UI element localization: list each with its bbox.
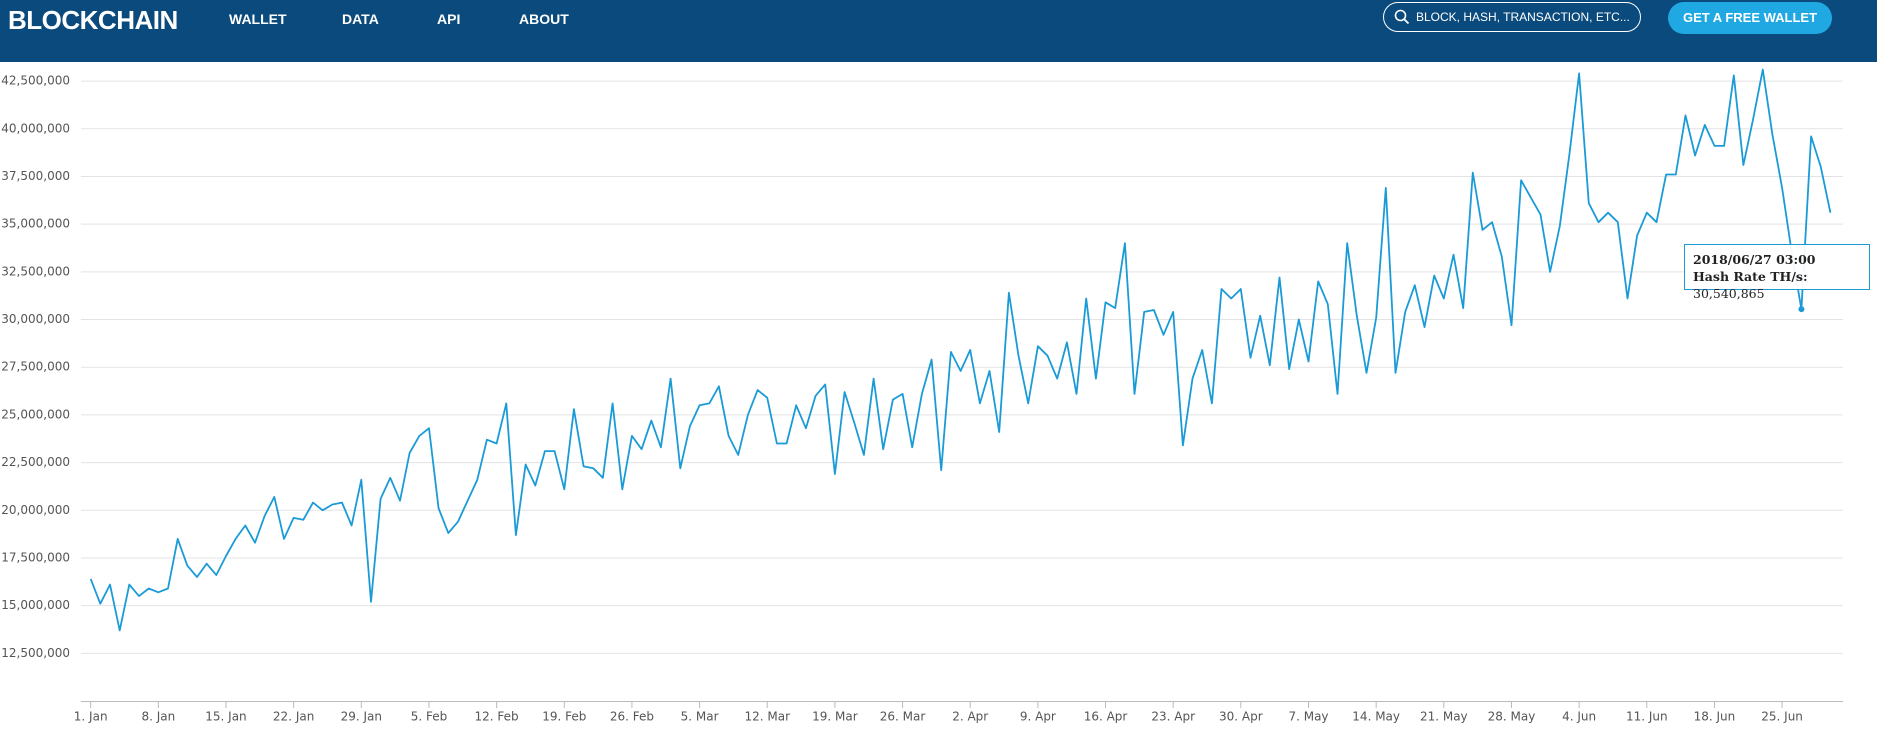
y-tick-label: 35,000,000 [1, 217, 70, 231]
y-tick-label: 32,500,000 [1, 264, 70, 278]
y-tick-label: 22,500,000 [1, 455, 70, 469]
x-tick-label: 14. May [1352, 710, 1400, 724]
y-tick-label: 40,000,000 [1, 121, 70, 135]
x-tick-label: 9. Apr [1020, 710, 1056, 724]
x-tick-label: 15. Jan [205, 710, 246, 724]
nav-link[interactable]: WALLET [229, 11, 287, 27]
hover-marker [1798, 306, 1805, 313]
x-tick-label: 30. Apr [1219, 710, 1263, 724]
y-tick-label: 15,000,000 [1, 598, 70, 612]
nav-link[interactable]: ABOUT [519, 11, 569, 27]
x-tick-label: 8. Jan [141, 710, 175, 724]
tooltip-label: Hash Rate TH/s: [1693, 269, 1808, 284]
nav-link[interactable]: DATA [342, 11, 379, 27]
x-tick-label: 28. May [1488, 710, 1536, 724]
x-tick-label: 26. Mar [880, 710, 926, 724]
tooltip-value: 30,540,865 [1693, 286, 1765, 301]
x-tick-label: 26. Feb [610, 710, 654, 724]
x-tick-label: 5. Mar [681, 710, 719, 724]
search-icon [1394, 9, 1410, 25]
tooltip-row: Hash Rate TH/s: 30,540,865 [1693, 268, 1861, 302]
x-tick-label: 5. Feb [411, 710, 448, 724]
line [89, 68, 1832, 632]
y-tick-label: 42,500,000 [1, 74, 70, 88]
search-box[interactable]: BLOCK, HASH, TRANSACTION, ETC... [1383, 2, 1641, 32]
x-tick-label: 25. Jun [1761, 710, 1803, 724]
x-tick-label: 18. Jun [1694, 710, 1736, 724]
x-tick-label: 12. Mar [744, 710, 790, 724]
x-tick-label: 19. Feb [542, 710, 586, 724]
tooltip-title: 2018/06/27 03:00 [1693, 252, 1816, 267]
y-tick-label: 27,500,000 [1, 360, 70, 374]
x-tick-label: 2. Apr [952, 710, 988, 724]
logo[interactable]: BLOCKCHAIN [8, 5, 178, 35]
y-tick-label: 37,500,000 [1, 169, 70, 183]
y-tick-label: 12,500,000 [1, 646, 70, 660]
header: BLOCKCHAIN WALLET DATA API ABOUT BLOCK, … [0, 0, 1877, 62]
x-tick-label: 7. May [1288, 710, 1328, 724]
y-tick-label: 30,000,000 [1, 312, 70, 326]
x-tick-label: 11. Jun [1626, 710, 1668, 724]
x-tick-label: 29. Jan [341, 710, 382, 724]
y-tick-label: 20,000,000 [1, 503, 70, 517]
wallet-button[interactable]: GET A FREE WALLET [1668, 2, 1832, 34]
search-placeholder: BLOCK, HASH, TRANSACTION, ETC... [1416, 10, 1630, 24]
x-tick-label: 16. Apr [1084, 710, 1128, 724]
y-tick-label: 25,000,000 [1, 407, 70, 421]
x-tick-label: 22. Jan [273, 710, 314, 724]
x-tick-label: 19. Mar [812, 710, 858, 724]
x-tick-label: 21. May [1420, 710, 1468, 724]
x-tick-label: 1. Jan [74, 710, 108, 724]
tooltip: 2018/06/27 03:00 Hash Rate TH/s: 30,540,… [1684, 244, 1870, 301]
y-tick-label: 17,500,000 [1, 550, 70, 564]
x-tick-label: 12. Feb [475, 710, 519, 724]
x-tick-label: 23. Apr [1151, 710, 1195, 724]
nav-link[interactable]: API [437, 11, 461, 27]
x-tick-label: 4. Jun [1562, 710, 1596, 724]
